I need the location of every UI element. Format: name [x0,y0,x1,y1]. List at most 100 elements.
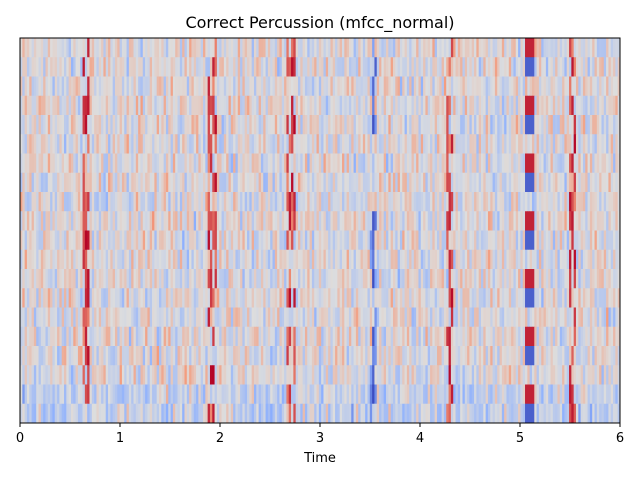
heatmap-cell [91,38,95,58]
heatmap-cell [392,326,396,347]
heatmap-cell [75,230,79,251]
heatmap-cell [235,57,239,77]
heatmap-cell [420,384,424,405]
heatmap-cell [594,346,598,366]
heatmap-cell [525,326,528,347]
heatmap-cell [432,346,436,366]
heatmap-cell [330,269,334,289]
heatmap-cell [608,38,612,58]
heatmap-cell [66,365,69,385]
heatmap-cell [351,346,354,366]
heatmap-cell [596,307,600,328]
heatmap-cell [277,307,280,328]
heatmap-cell [381,95,385,116]
heatmap-cell [325,384,329,405]
heatmap-cell [212,384,215,405]
heatmap-cell [323,384,327,405]
heatmap-cell [179,326,183,347]
heatmap-cell [45,172,49,193]
heatmap-cell [94,95,97,116]
heatmap-cell [436,76,440,97]
heatmap-cell [207,326,211,347]
heatmap-cell [168,153,171,174]
heatmap-cell [339,95,343,116]
heatmap-cell [337,76,341,97]
heatmap-cell [569,269,572,289]
heatmap-cell [170,403,174,424]
heatmap-cell [455,211,459,231]
heatmap-cell [425,115,429,135]
heatmap-cell [145,288,148,308]
heatmap-cell [50,249,53,270]
heatmap-cell [133,153,137,174]
heatmap-cell [478,249,482,270]
heatmap-cell [189,95,192,116]
heatmap-cell [406,115,410,135]
heatmap-cell [578,346,581,366]
heatmap-cell [557,172,561,193]
heatmap-cell [548,269,551,289]
heatmap-cell [200,192,204,212]
heatmap-cell [159,230,162,251]
heatmap-cell [128,115,132,135]
heatmap-cell [184,307,188,328]
heatmap-cell [481,307,484,328]
heatmap-cell [390,288,394,308]
heatmap-cell [557,326,561,347]
heatmap-cell [247,38,250,58]
heatmap-cell [293,57,297,77]
heatmap-cell [182,307,185,328]
heatmap-cell [353,57,357,77]
heatmap-cell [460,249,463,270]
heatmap-cell [573,288,577,308]
heatmap-cell [131,230,134,251]
heatmap-cell [38,269,42,289]
heatmap-cell [209,269,213,289]
heatmap-cell [531,269,535,289]
heatmap-cell [223,307,227,328]
heatmap-cell [432,95,436,116]
heatmap-cell [569,134,572,154]
heatmap-cell [448,192,452,212]
heatmap-cell [307,38,310,58]
heatmap-cell [316,76,320,97]
heatmap-cell [409,288,412,308]
heatmap-cell [443,288,447,308]
heatmap-cell [601,326,605,347]
heatmap-cell [247,307,250,328]
heatmap-cell [300,346,303,366]
heatmap-cell [291,307,294,328]
heatmap-cell [196,269,199,289]
heatmap-cell [344,365,347,385]
heatmap-cell [309,249,313,270]
heatmap-cell [170,134,174,154]
heatmap-cell [311,288,315,308]
heatmap-cell [397,76,401,97]
heatmap-cell [293,249,297,270]
heatmap-cell [395,192,398,212]
heatmap-cell [22,192,25,212]
heatmap-cell [457,326,461,347]
heatmap-cell [295,288,299,308]
heatmap-cell [152,403,155,424]
heatmap-cell [33,153,37,174]
heatmap-cell [68,211,72,231]
heatmap-cell [455,346,459,366]
heatmap-cell [196,153,199,174]
heatmap-cell [159,153,162,174]
heatmap-cell [399,269,403,289]
heatmap-cell [179,153,183,174]
heatmap-cell [22,134,25,154]
heatmap-cell [425,38,429,58]
heatmap-cell [453,249,456,270]
heatmap-cell [344,384,347,405]
heatmap-cell [165,403,169,424]
heatmap-cell [443,384,447,405]
heatmap-cell [263,192,266,212]
heatmap-cell [392,211,396,231]
heatmap-cell [22,153,25,174]
heatmap-cell [96,172,100,193]
heatmap-cell [545,307,549,328]
heatmap-cell [105,326,109,347]
heatmap-cell [45,153,49,174]
